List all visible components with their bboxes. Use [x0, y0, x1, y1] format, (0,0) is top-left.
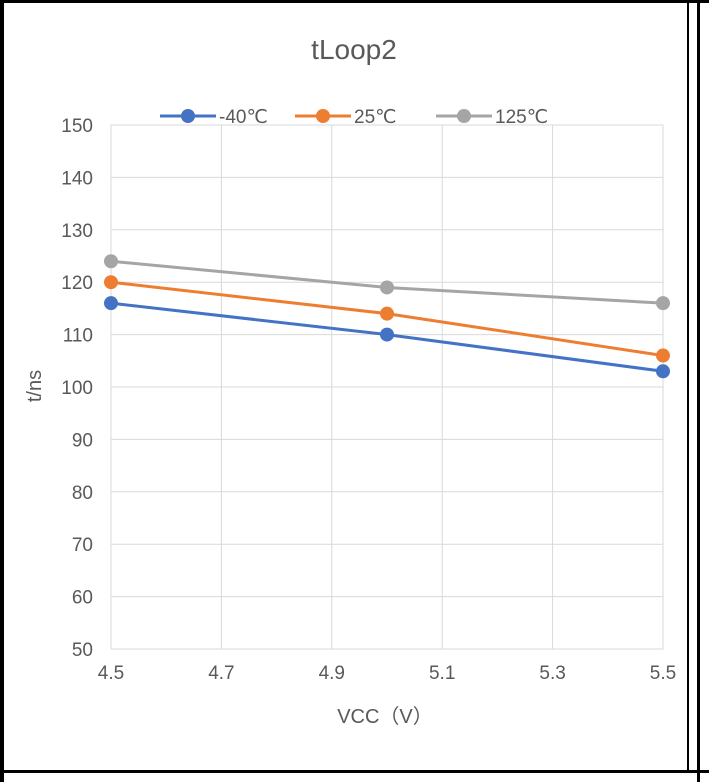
- x-tick-label: 5.1: [429, 663, 455, 684]
- y-tick-label: 150: [61, 116, 93, 137]
- x-tick-labels: 4.5 4.7 4.9 5.1 5.3 5.5: [98, 663, 676, 684]
- legend-label: 125℃: [495, 107, 548, 128]
- legend-label: -40℃: [219, 107, 268, 128]
- data-point: [104, 254, 118, 269]
- data-points: [104, 254, 670, 379]
- x-tick-label: 5.5: [650, 663, 676, 684]
- data-point: [656, 364, 670, 379]
- y-tick-label: 60: [72, 588, 93, 609]
- x-tick-label: 4.9: [319, 663, 345, 684]
- data-point: [380, 306, 394, 321]
- data-point: [380, 327, 394, 342]
- frame-border-left: [0, 0, 4, 782]
- y-tick-label: 90: [72, 430, 93, 451]
- chart-title: tLoop2: [311, 34, 397, 65]
- legend-marker: [457, 109, 471, 123]
- x-tick-label: 4.5: [98, 663, 124, 684]
- legend: -40℃ 25℃ 125℃: [160, 107, 548, 128]
- x-axis-title: VCC（V）: [337, 705, 433, 728]
- y-tick-label: 130: [61, 221, 93, 242]
- x-tick-label: 4.7: [208, 663, 234, 684]
- y-tick-label: 120: [61, 273, 93, 294]
- data-point: [104, 296, 118, 311]
- x-tick-label: 5.3: [539, 663, 565, 684]
- y-axis-title: t/ns: [24, 370, 46, 402]
- y-tick-label: 100: [61, 378, 93, 399]
- y-tick-label: 70: [72, 535, 93, 556]
- data-point: [656, 348, 670, 363]
- y-tick-label: 140: [61, 168, 93, 189]
- data-point: [380, 280, 394, 295]
- frame-border-right-inner: [687, 0, 689, 770]
- data-point: [656, 296, 670, 311]
- frame-border-bottom: [0, 770, 709, 773]
- y-tick-labels: 50 60 70 80 90 100 110 120 130 140 150: [61, 116, 93, 661]
- legend-marker: [316, 109, 330, 123]
- gridlines: [110, 124, 664, 650]
- y-tick-label: 50: [72, 640, 93, 661]
- y-tick-label: 110: [63, 326, 93, 347]
- legend-marker: [181, 109, 195, 123]
- data-point: [104, 275, 118, 290]
- frame-border-top: [0, 0, 709, 3]
- legend-label: 25℃: [354, 107, 396, 128]
- frame-border-right-outer: [697, 0, 700, 782]
- y-tick-label: 80: [72, 483, 93, 504]
